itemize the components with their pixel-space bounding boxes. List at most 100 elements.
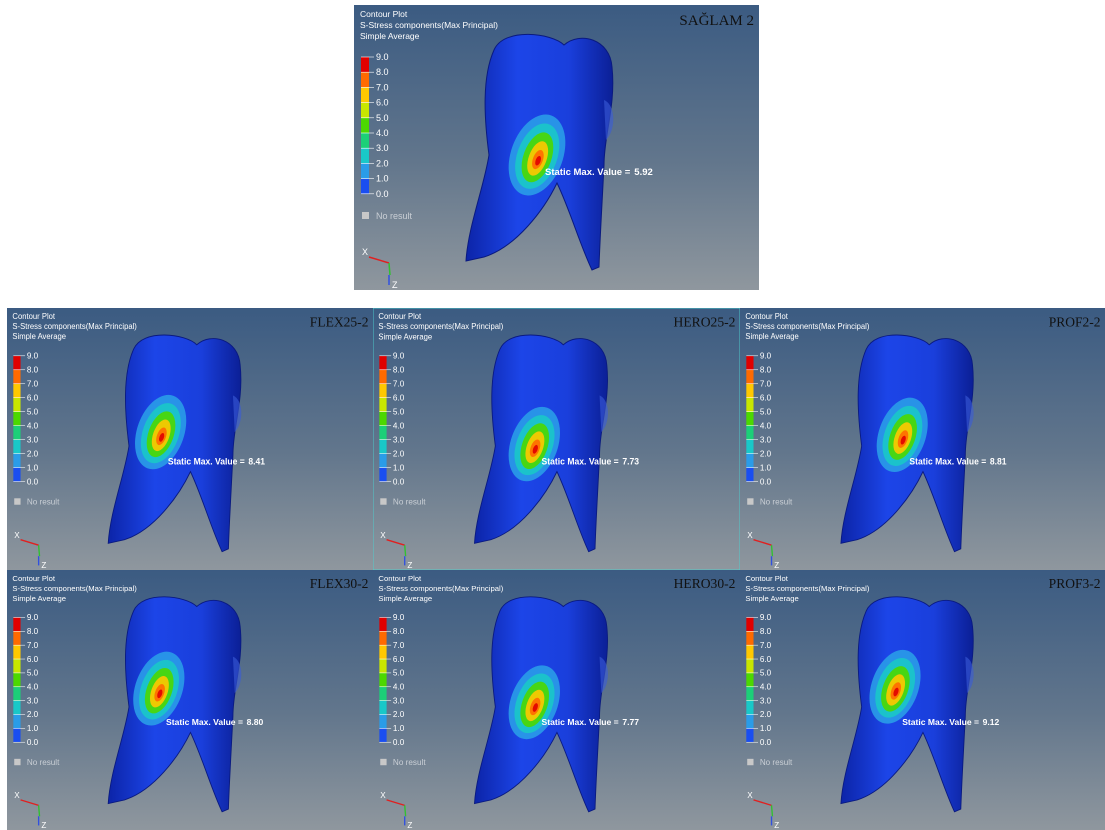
legend-swatch [746,454,753,468]
triad-z-label: Z [407,561,412,570]
static-max-value: 9.12 [983,717,1000,727]
legend-swatch [379,631,386,645]
legend-swatch [13,617,20,631]
plot-title: Contour Plot [360,9,408,19]
static-max: Static Max. Value =5.92 [545,167,653,178]
panel-label: HERO30-2 [674,576,736,591]
legend-level: 1.0 [27,463,39,472]
legend-swatch [13,412,20,426]
contour-panel: Contour PlotS-Stress components(Max Prin… [373,308,740,570]
no-result-swatch [362,212,369,219]
static-max-label: Static Max. Value = [909,456,986,466]
plot-subtitle: S-Stress components(Max Principal) [12,322,137,331]
legend-swatch [13,370,20,384]
legend-level: 1.0 [27,724,39,733]
legend-swatch [379,645,386,659]
legend-level: 9.0 [27,352,39,361]
legend-swatch [746,631,753,645]
legend-level: 3.0 [27,696,39,705]
triad-z-label: Z [41,821,46,830]
static-max-value: 7.77 [622,717,639,727]
no-result-swatch [380,498,386,504]
legend-level: 6.0 [393,393,405,402]
page: (() => { const data = JSON.parse(documen… [0,0,1105,830]
legend-swatch [379,384,386,398]
legend-swatch [13,715,20,729]
legend-swatch [379,440,386,454]
no-result-swatch [747,759,753,765]
legend-level: 4.0 [376,128,389,138]
static-max: Static Max. Value =8.41 [168,456,265,466]
plot-subtitle: S-Stress components(Max Principal) [745,584,869,593]
panel-label: PROF3-2 [1049,576,1101,591]
legend-swatch [746,645,753,659]
triad-x-label: X [14,531,20,540]
legend-swatch [361,72,369,87]
legend-level: 1.0 [393,724,405,733]
legend-swatch [746,356,753,370]
legend-swatch [379,687,386,701]
panel-label: SAĞLAM 2 [679,12,754,29]
legend-swatch [746,659,753,673]
plot-title: Contour Plot [378,312,422,321]
legend-level: 2.0 [760,449,772,458]
legend-level: 2.0 [393,710,405,719]
legend-swatch [746,701,753,715]
legend-swatch [379,673,386,687]
legend-swatch [379,715,386,729]
static-max-label: Static Max. Value = [166,717,243,727]
legend-level: 8.0 [760,627,772,636]
legend-level: 4.0 [393,421,405,430]
legend-level: 9.0 [376,52,389,62]
legend-swatch [746,468,753,482]
legend-level: 1.0 [760,724,772,733]
panel-label: FLEX25-2 [310,314,369,329]
legend-swatch [13,631,20,645]
legend-level: 8.0 [27,627,39,636]
legend-level: 5.0 [393,669,405,678]
legend-swatch [379,398,386,412]
static-max: Static Max. Value =7.77 [542,717,640,727]
legend-swatch [361,87,369,102]
legend-level: 2.0 [27,710,39,719]
contour-panel: Contour PlotS-Stress components(Max Prin… [373,570,740,830]
contour-panel: Contour PlotS-Stress components(Max Prin… [7,308,373,570]
legend-level: 5.0 [393,407,405,416]
legend-level: 0.0 [376,189,389,199]
legend-level: 0.0 [760,738,772,747]
legend-swatch [13,687,20,701]
legend-swatch [361,103,369,118]
legend-swatch [13,384,20,398]
legend-level: 6.0 [760,393,772,402]
plot-title: Contour Plot [745,574,788,583]
legend-level: 3.0 [760,435,772,444]
static-max-label: Static Max. Value = [545,167,631,178]
legend-swatch [746,687,753,701]
legend-level: 5.0 [27,669,39,678]
legend-swatch [361,118,369,133]
legend-level: 3.0 [393,696,405,705]
no-result: No result [760,758,793,767]
static-max-label: Static Max. Value = [542,717,619,727]
legend-swatch [13,673,20,687]
legend-swatch [746,728,753,742]
triad-x-label: X [747,791,753,800]
no-result: No result [376,211,413,221]
legend-swatch [361,148,369,163]
plot-title: Contour Plot [378,574,422,583]
triad-z-label: Z [41,561,46,570]
legend-level: 6.0 [760,655,772,664]
contour-panel: Contour PlotS-Stress components(Max Prin… [740,308,1105,570]
plot-method: Simple Average [745,594,798,603]
plot-subtitle: S-Stress components(Max Principal) [360,20,498,30]
legend-level: 8.0 [27,365,39,374]
plot-title: Contour Plot [12,312,55,321]
plot-subtitle: S-Stress components(Max Principal) [745,322,869,331]
legend-level: 7.0 [27,641,39,650]
legend-swatch [379,454,386,468]
static-max-value: 8.80 [247,717,264,727]
legend-swatch [13,356,20,370]
legend-level: 6.0 [376,98,389,108]
legend-level: 5.0 [376,113,389,123]
